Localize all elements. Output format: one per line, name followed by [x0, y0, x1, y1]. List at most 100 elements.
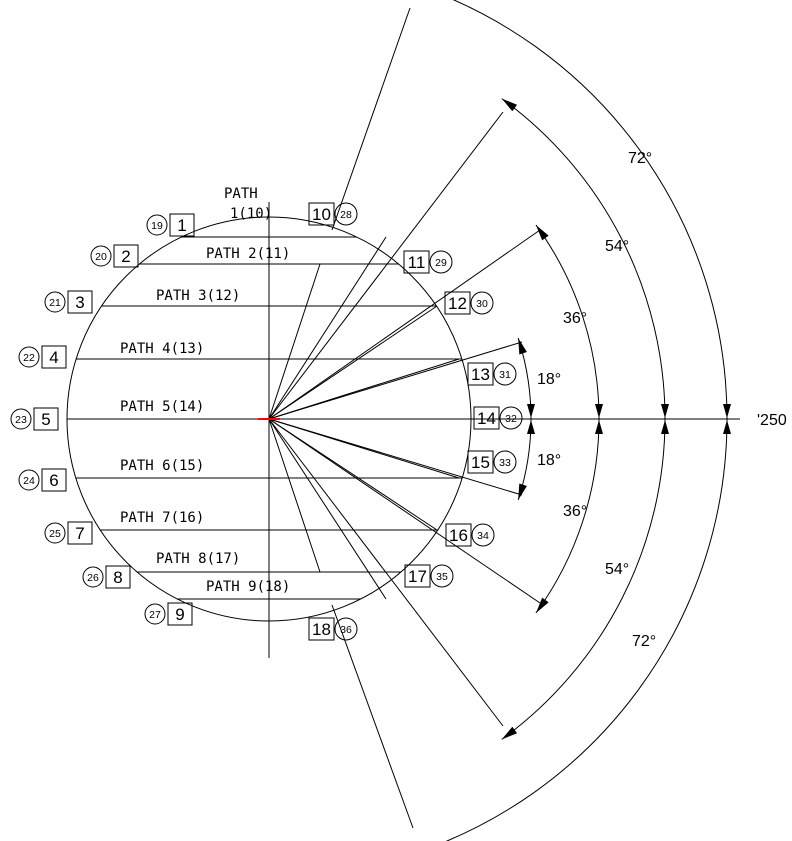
- path-label-3: PATH 3(12): [156, 288, 240, 304]
- angle-label-upper-36: 36°: [563, 310, 587, 327]
- angle-arc-upper-54: [501, 98, 666, 420]
- right-circle-marker-7: [471, 523, 495, 547]
- right-box-number-1: 10: [312, 205, 331, 224]
- right-box-marker-1: [308, 202, 335, 226]
- left-circle-marker-2: [90, 245, 112, 267]
- left-box-marker-4: [41, 345, 67, 369]
- left-circle-marker-5: [10, 408, 32, 430]
- right-box-marker-7: [445, 523, 472, 547]
- arrowhead: [518, 338, 527, 355]
- left-circle-number-5: 23: [15, 414, 27, 426]
- right-circle-marker-2: [429, 250, 453, 274]
- arrowhead: [595, 420, 603, 434]
- angle-arc-upper-36: [535, 224, 600, 420]
- left-box-marker-8: [105, 565, 131, 589]
- left-circle-number-7: 25: [49, 528, 61, 540]
- angle-label-upper-54: 54°: [605, 238, 629, 255]
- path-label-5: PATH 5(14): [120, 399, 204, 415]
- radial-line-72-lower: [331, 604, 414, 829]
- right-circle-number-8: 35: [436, 571, 448, 583]
- right-circle-marker-5: [499, 406, 523, 430]
- left-box-number-5: 5: [41, 410, 50, 429]
- angle-label-lower-18: 18°: [537, 452, 561, 469]
- radial-line: [268, 229, 541, 420]
- left-box-marker-7: [67, 521, 93, 545]
- angle-label-upper-18: 18°: [537, 371, 561, 388]
- right-circle-marker-8: [430, 564, 454, 588]
- radial-line: [268, 263, 321, 420]
- right-box-number-3: 12: [448, 294, 467, 313]
- arrowhead: [661, 404, 669, 418]
- right-circle-number-7: 34: [477, 530, 489, 542]
- arrowhead: [527, 404, 535, 418]
- left-box-marker-2: [113, 244, 139, 268]
- left-box-number-4: 4: [49, 348, 58, 367]
- right-box-number-9: 18: [312, 620, 331, 639]
- path-label-6: PATH 6(15): [120, 458, 204, 474]
- right-circle-marker-4: [493, 362, 517, 386]
- right-circle-number-3: 30: [476, 298, 488, 310]
- arrowhead: [661, 420, 669, 434]
- arrowhead: [501, 726, 518, 740]
- arrowhead: [723, 420, 731, 434]
- angle-arc-upper-72: [452, 0, 728, 420]
- right-box-marker-4: [467, 362, 494, 386]
- left-box-number-9: 9: [175, 605, 184, 624]
- radial-line: [268, 418, 504, 727]
- left-circle-marker-9: [144, 603, 166, 625]
- right-circle-number-6: 33: [499, 457, 511, 469]
- left-circle-marker-7: [44, 522, 66, 544]
- left-circle-marker-8: [82, 566, 104, 588]
- left-circle-number-1: 19: [151, 220, 163, 232]
- path-label-9: PATH 9(18): [206, 579, 290, 595]
- radial-line: [268, 305, 438, 420]
- path-label-2: PATH 2(11): [206, 246, 290, 262]
- left-box-number-1: 1: [177, 216, 186, 235]
- angle-arc-lower-36: [535, 418, 600, 614]
- right-circle-number-2: 29: [435, 257, 447, 269]
- right-circle-number-4: 31: [499, 369, 511, 381]
- left-box-number-3: 3: [75, 293, 84, 312]
- left-circle-marker-6: [18, 469, 40, 491]
- left-circle-marker-4: [18, 346, 40, 368]
- radial-line: [268, 418, 438, 531]
- right-box-marker-6: [467, 450, 494, 474]
- right-circle-marker-6: [493, 450, 517, 474]
- radial-line: [268, 418, 387, 600]
- arrowhead: [723, 404, 731, 418]
- right-circle-marker-1: [334, 202, 358, 226]
- right-box-number-8: 17: [408, 567, 427, 586]
- path-label-1-sub: 1(10): [230, 206, 272, 222]
- left-box-marker-3: [67, 290, 93, 314]
- right-box-marker-3: [444, 291, 471, 315]
- path-label-4: PATH 4(13): [120, 341, 204, 357]
- angle-arc-lower-54: [501, 418, 666, 740]
- radial-line-72-upper: [331, 7, 411, 231]
- left-box-marker-9: [167, 602, 193, 626]
- left-box-marker-1: [169, 213, 195, 237]
- left-circle-number-9: 27: [149, 609, 161, 621]
- right-box-number-4: 13: [471, 365, 490, 384]
- right-box-marker-9: [308, 617, 335, 641]
- left-box-marker-6: [41, 468, 67, 492]
- angle-label-upper-72: 72°: [628, 150, 652, 167]
- radial-line: [268, 418, 460, 479]
- left-circle-marker-1: [146, 214, 168, 236]
- left-circle-number-8: 26: [87, 572, 99, 584]
- right-circle-marker-9: [334, 617, 358, 641]
- radial-line: [268, 418, 321, 573]
- angle-label-lower-36: 36°: [563, 503, 587, 520]
- arrowhead: [518, 483, 527, 500]
- radial-line: [268, 111, 504, 420]
- left-box-number-6: 6: [49, 471, 58, 490]
- right-circle-number-5: 32: [505, 413, 517, 425]
- right-circle-number-1: 28: [340, 209, 352, 221]
- right-box-marker-8: [404, 564, 431, 588]
- arrowhead: [535, 225, 549, 241]
- left-box-number-7: 7: [75, 524, 84, 543]
- angle-arc-lower-72: [445, 418, 728, 841]
- left-box-number-2: 2: [121, 247, 130, 266]
- left-box-number-8: 8: [113, 568, 122, 587]
- arrowhead: [535, 597, 549, 613]
- path-label-7: PATH 7(16): [120, 510, 204, 526]
